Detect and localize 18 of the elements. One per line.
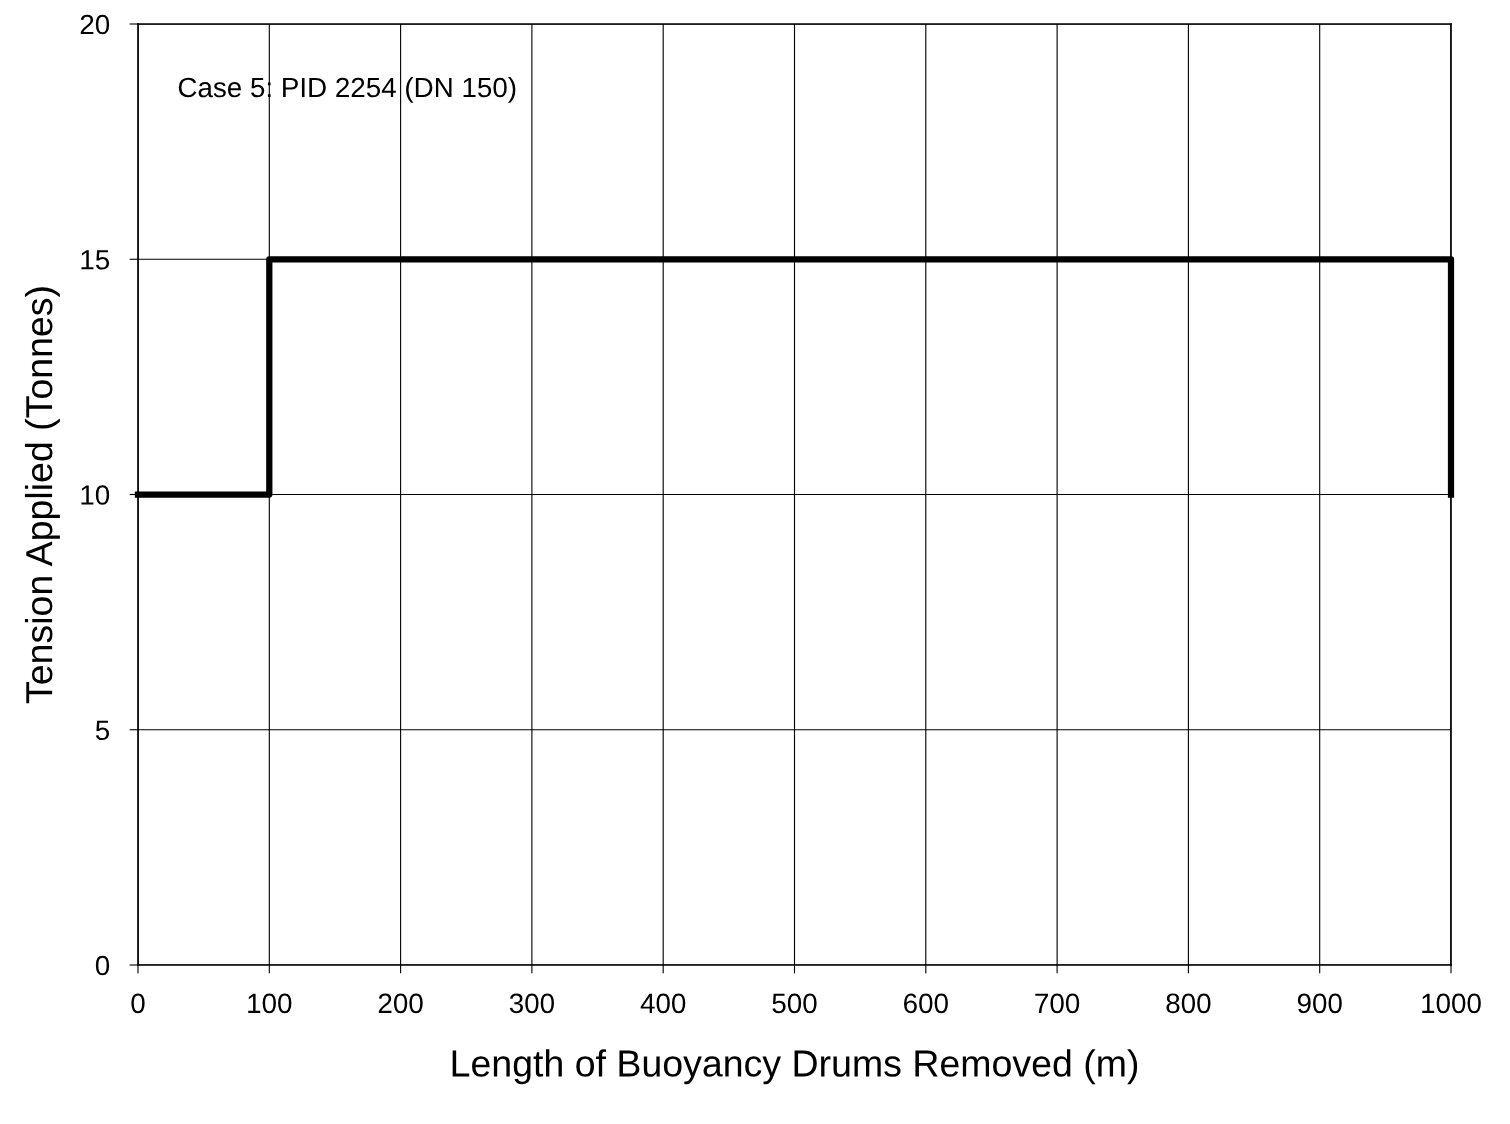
y-tick-label: 5	[95, 720, 110, 741]
x-axis-title: Length of Buoyancy Drums Removed (m)	[452, 1049, 1138, 1085]
y-tick-label: 20	[80, 14, 110, 35]
x-tick-label: 1000	[1422, 993, 1481, 1014]
x-tick-label: 900	[1297, 993, 1342, 1014]
x-tick-label: 600	[904, 993, 948, 1014]
y-tick-label: 0	[95, 955, 110, 976]
x-tick-label: 500	[772, 993, 817, 1014]
x-tick-label: 300	[509, 993, 554, 1014]
x-tick-label: 100	[248, 993, 292, 1014]
y-axis-title: Tension Applied (Tonnes)	[24, 287, 60, 704]
x-tick-label: 800	[1166, 993, 1211, 1014]
y-tick-label: 15	[81, 250, 110, 270]
y-tick-label: 10	[81, 485, 110, 505]
x-tick-label: 0	[131, 993, 145, 1014]
x-tick-label: 400	[640, 993, 686, 1014]
x-tick-label: 700	[1035, 993, 1080, 1014]
x-tick-label: 200	[378, 993, 423, 1014]
